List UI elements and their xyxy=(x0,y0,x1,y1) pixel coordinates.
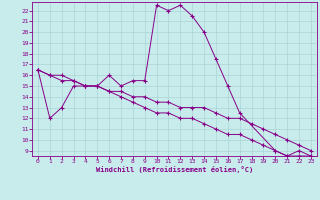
X-axis label: Windchill (Refroidissement éolien,°C): Windchill (Refroidissement éolien,°C) xyxy=(96,166,253,173)
